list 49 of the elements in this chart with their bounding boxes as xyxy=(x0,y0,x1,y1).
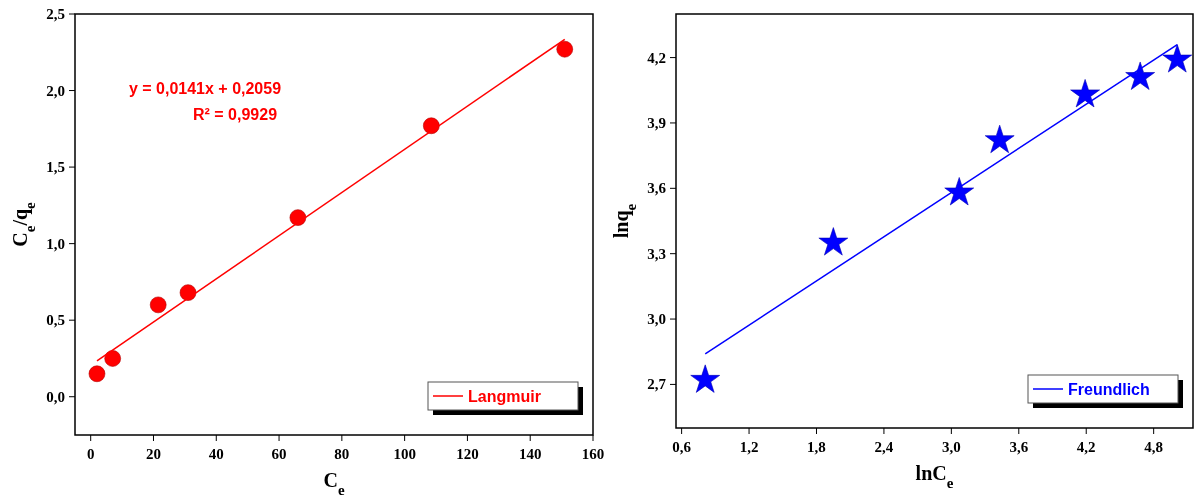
point xyxy=(1070,79,1100,108)
y-tick-label: 4,2 xyxy=(647,49,666,66)
point xyxy=(88,365,106,383)
y-tick-label: 3,0 xyxy=(647,311,666,328)
legend-label: Freundlich xyxy=(1068,381,1150,398)
x-tick-label: 20 xyxy=(145,446,161,462)
x-tick-label: 160 xyxy=(581,446,605,462)
x-tick-label: 3,0 xyxy=(941,439,961,455)
x-tick-label: 1,8 xyxy=(807,439,826,455)
y-tick-label: 2,7 xyxy=(647,376,667,393)
x-axis-title: C$_{e}$ xyxy=(323,469,345,498)
x-axis-title: lnC$_{e}$ xyxy=(915,462,954,491)
x-tick-label: 2,4 xyxy=(874,439,894,455)
point xyxy=(1162,44,1193,73)
point xyxy=(556,40,574,58)
point xyxy=(149,296,167,314)
x-tick-label: 0,6 xyxy=(672,439,692,455)
point xyxy=(104,350,121,367)
point xyxy=(690,364,720,393)
y-tick-label: 2,0 xyxy=(46,82,65,99)
point xyxy=(984,124,1015,153)
x-tick-label: 1,2 xyxy=(739,439,759,455)
y-tick-label: 3,9 xyxy=(647,114,666,131)
annotation: R² = 0,9929 xyxy=(192,106,278,123)
x-tick-label: 0 xyxy=(86,446,95,462)
legend-label: Langmuir xyxy=(468,388,541,405)
point xyxy=(1125,61,1155,90)
x-tick-label: 4,8 xyxy=(1144,439,1164,455)
x-tick-label: 40 xyxy=(208,446,224,462)
x-tick-label: 80 xyxy=(334,446,350,462)
point xyxy=(818,227,849,256)
y-tick-label: 3,3 xyxy=(647,245,666,262)
y-tick-label: 0,0 xyxy=(46,388,65,405)
y-tick-label: 2,5 xyxy=(46,6,65,22)
y-tick-label: 3,6 xyxy=(647,180,667,197)
y-tick-label: 1,0 xyxy=(46,235,65,252)
x-tick-label: 4,2 xyxy=(1076,439,1096,455)
x-tick-label: 100 xyxy=(393,446,416,462)
annotation: y = 0,0141x + 0,2059 xyxy=(128,80,282,97)
y-tick-label: 0,5 xyxy=(46,312,65,329)
x-tick-label: 140 xyxy=(518,446,542,462)
point xyxy=(944,177,974,206)
x-tick-label: 3,6 xyxy=(1009,439,1029,455)
point xyxy=(289,209,307,226)
y-tick-label: 1,5 xyxy=(46,159,65,176)
point xyxy=(423,117,440,135)
point xyxy=(179,284,197,301)
x-tick-label: 60 xyxy=(271,446,287,462)
x-tick-label: 120 xyxy=(456,446,479,462)
